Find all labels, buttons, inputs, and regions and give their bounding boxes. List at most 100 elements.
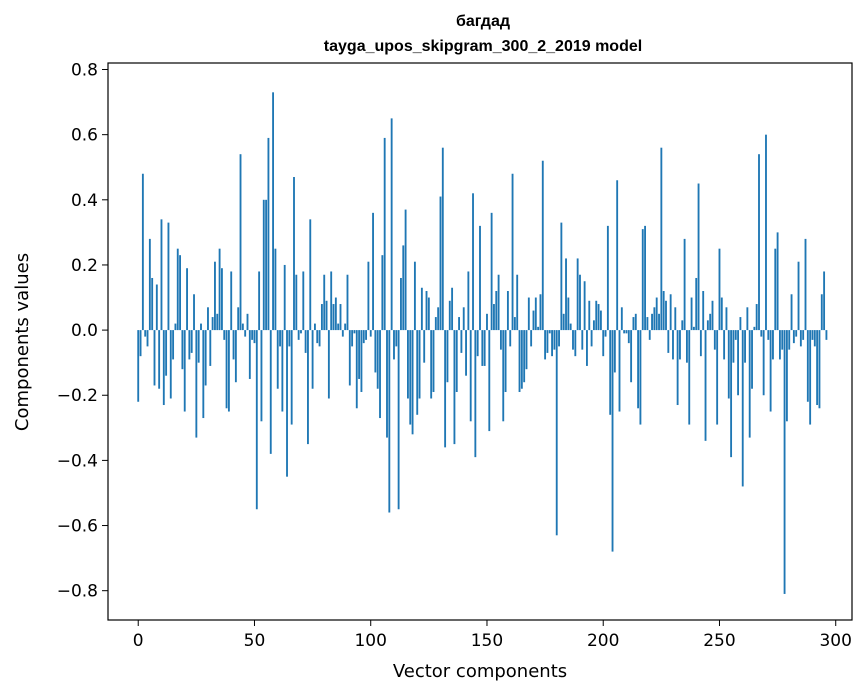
bar-component-53 [260,330,263,422]
bar-component-196 [592,320,595,331]
bar-component-210 [625,330,628,334]
bar-component-108 [388,330,391,513]
bar-component-190 [579,274,581,331]
bar-component-166 [523,330,526,383]
bar-component-288 [806,330,809,402]
bar-component-150 [486,313,488,331]
bar-component-49 [251,330,254,340]
bar-component-281 [790,294,793,331]
bar-component-128 [434,317,437,331]
bar-component-247 [711,300,714,331]
bar-component-38 [225,330,228,409]
bar-component-229 [669,294,672,331]
bar-component-46 [244,330,247,337]
bar-component-161 [511,173,514,331]
bar-component-265 [753,326,756,331]
bar-component-43 [237,307,240,331]
bar-component-279 [785,330,788,422]
bar-component-86 [337,323,340,331]
bar-component-208 [620,307,623,331]
bar-component-23 [190,330,193,353]
bar-component-75 [311,330,314,389]
bar-component-63 [283,264,286,331]
bar-component-220 [648,330,651,340]
y-tick-label: 0.6 [71,126,98,146]
bar-component-212 [630,330,633,383]
bar-component-125 [427,297,430,331]
bar-component-5 [148,238,151,331]
bar-component-282 [792,330,795,344]
bar-component-19 [181,330,184,370]
bar-component-165 [520,330,523,389]
bar-component-221 [651,313,653,331]
bar-component-18 [179,255,181,331]
y-tick-label: −0.4 [57,451,98,471]
bar-component-202 [606,225,609,331]
bar-component-10 [160,219,163,331]
bar-component-136 [453,330,456,445]
bar-component-22 [188,330,191,360]
bar-component-106 [383,137,386,331]
bar-component-227 [665,300,667,331]
bar-component-118 [411,330,414,435]
x-tick-label: 100 [354,631,386,651]
bar-component-71 [302,271,305,331]
y-tick-label: 0.2 [71,256,98,276]
bar-component-262 [746,307,749,331]
bar-component-219 [646,317,649,331]
bar-component-32 [211,317,214,331]
bar-component-154 [495,291,498,331]
bar-component-29 [204,330,207,386]
bar-component-164 [518,330,521,392]
x-tick-label: 0 [133,631,144,651]
bar-component-173 [539,294,542,331]
bar-component-69 [297,330,300,340]
bar-component-117 [409,330,412,425]
bar-component-132 [444,330,447,448]
bar-component-14 [169,330,172,399]
y-tick-label: 0.0 [71,321,98,341]
bar-component-51 [255,330,258,510]
x-tick-label: 150 [471,631,503,651]
bar-component-37 [223,330,226,340]
bar-component-104 [379,330,381,419]
y-tick-label: −0.6 [57,517,98,537]
bar-component-62 [281,330,284,412]
bar-component-242 [699,330,702,357]
bar-component-7 [153,330,156,386]
bar-component-285 [799,330,802,347]
bar-component-162 [513,317,516,331]
bar-component-259 [739,317,742,331]
bar-component-240 [695,277,698,331]
bar-component-127 [432,330,435,392]
bar-component-39 [227,330,230,412]
bar-component-194 [588,300,591,331]
bar-component-65 [288,330,291,347]
bar-component-26 [197,330,200,363]
bar-component-140 [462,307,465,331]
bar-component-195 [590,330,593,347]
bar-component-198 [597,304,600,331]
bar-component-181 [558,330,560,347]
bar-component-116 [407,330,409,399]
bar-component-294 [820,294,823,331]
chart-subtitle: tayga_upos_skipgram_300_2_2019 model [324,38,642,55]
bar-component-137 [455,330,458,392]
bar-component-68 [295,274,298,331]
bar-component-85 [334,297,337,331]
bar-component-224 [658,313,660,331]
bar-component-269 [762,330,765,396]
bar-component-52 [258,271,261,331]
bar-component-57 [269,330,272,454]
bar-component-74 [309,219,312,331]
bar-component-267 [758,154,760,331]
bar-component-30 [207,307,209,331]
bar-component-54 [262,199,265,331]
bar-component-70 [300,330,302,334]
x-tick-label: 250 [703,631,735,651]
y-tick-label: −0.2 [57,386,98,406]
bar-component-167 [525,330,528,370]
bar-component-9 [158,330,161,389]
bar-component-95 [358,330,361,379]
bar-component-254 [727,330,730,399]
